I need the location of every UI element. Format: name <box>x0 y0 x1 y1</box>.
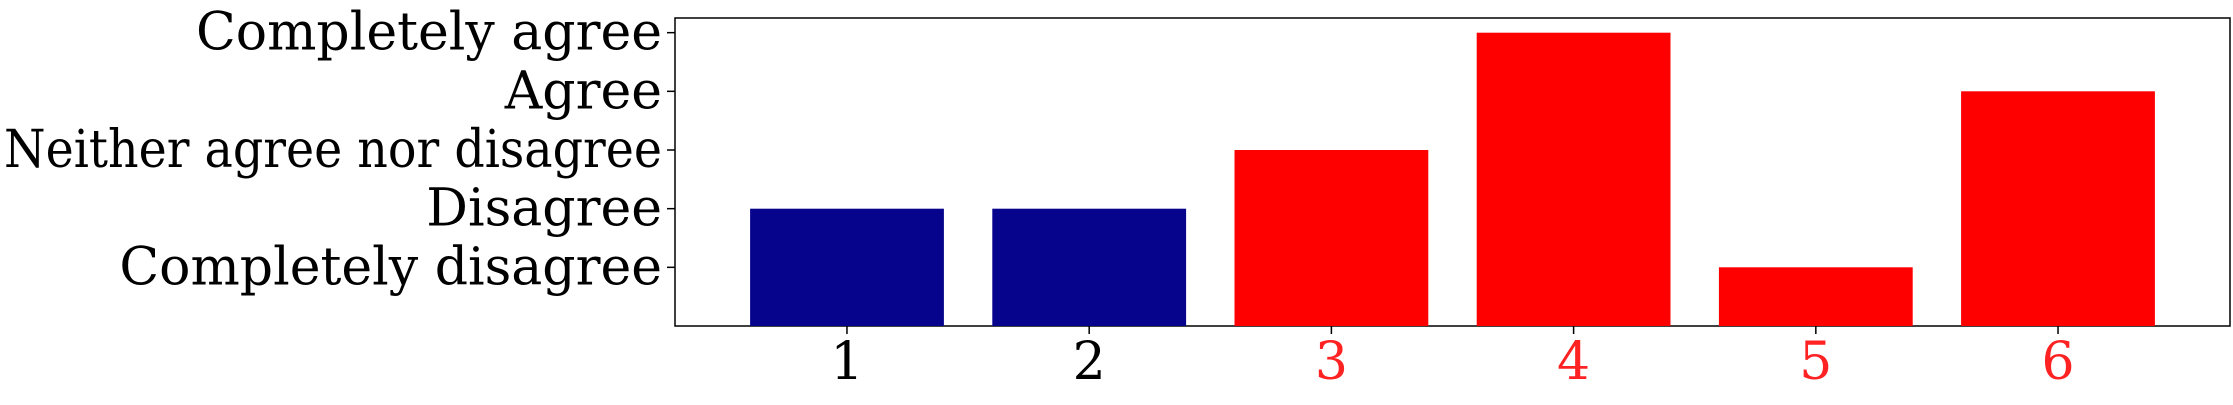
bar-1 <box>750 208 944 326</box>
bar-6 <box>1961 91 2155 326</box>
x-tick-label-5: 5 <box>1799 332 1832 392</box>
x-ticks-layer: 1 2 3 4 5 6 <box>830 326 2075 392</box>
y-tick-label-2: Disagree <box>426 179 662 239</box>
x-tick-label-1: 1 <box>830 332 863 392</box>
x-tick-label-3: 3 <box>1315 332 1348 392</box>
x-tick-label-2: 2 <box>1073 332 1106 392</box>
bars-layer <box>750 32 2155 326</box>
bar-4 <box>1476 32 1671 326</box>
x-tick-label-6: 6 <box>2041 332 2074 392</box>
bar-3 <box>1234 150 1429 326</box>
x-tick-label-4: 4 <box>1557 332 1590 392</box>
y-tick-label-1: Completely disagree <box>119 237 662 297</box>
y-tick-label-3: Neither agree nor disagree <box>4 120 662 180</box>
bar-2 <box>992 208 1187 326</box>
y-tick-label-5: Completely agree <box>196 3 662 63</box>
y-tick-label-4: Agree <box>504 61 662 121</box>
bar-5 <box>1718 267 1913 326</box>
